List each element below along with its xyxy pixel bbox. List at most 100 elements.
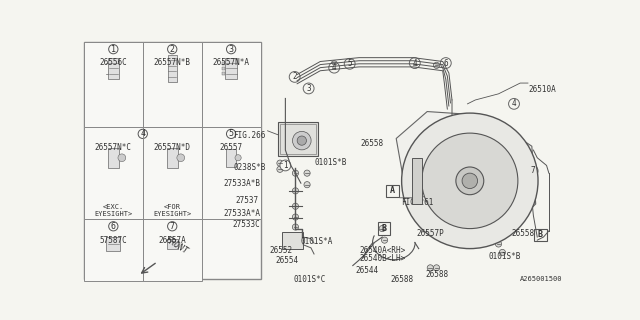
Bar: [282, 232, 303, 249]
Bar: [202, 127, 260, 219]
Circle shape: [292, 188, 298, 194]
Text: A: A: [390, 186, 395, 195]
Text: B: B: [538, 230, 543, 239]
Text: <EXC.
EYESIGHT>: <EXC. EYESIGHT>: [94, 204, 132, 217]
Text: 4: 4: [512, 99, 516, 108]
Text: 4: 4: [332, 63, 337, 72]
Bar: [108, 58, 119, 79]
Text: 0238S*B: 0238S*B: [234, 163, 266, 172]
Text: 26558: 26558: [360, 139, 383, 148]
Text: 27533A*B: 27533A*B: [223, 179, 260, 188]
Circle shape: [428, 265, 433, 271]
Text: 26554: 26554: [275, 256, 298, 265]
Bar: [84, 127, 202, 219]
Circle shape: [433, 62, 440, 68]
Circle shape: [344, 59, 355, 69]
Circle shape: [304, 182, 310, 188]
Text: 3: 3: [307, 84, 311, 93]
Polygon shape: [396, 112, 536, 239]
Bar: [167, 239, 178, 249]
Text: 4: 4: [413, 59, 417, 68]
Bar: [168, 55, 177, 82]
Text: 0101S*A: 0101S*A: [301, 237, 333, 246]
Text: 27537: 27537: [235, 196, 259, 205]
Circle shape: [329, 62, 340, 73]
Text: 2: 2: [292, 72, 297, 81]
Text: 2: 2: [170, 45, 175, 54]
Bar: [222, 72, 225, 75]
Text: 0101S*B: 0101S*B: [314, 158, 346, 167]
Text: 27533C: 27533C: [233, 220, 260, 229]
Bar: [386, 185, 399, 197]
Circle shape: [277, 166, 283, 172]
Circle shape: [235, 155, 241, 161]
Text: 26557: 26557: [220, 143, 243, 152]
Text: 26557A: 26557A: [158, 236, 186, 244]
Bar: [106, 237, 120, 251]
Circle shape: [347, 59, 353, 65]
Text: 7: 7: [170, 222, 175, 231]
Bar: [378, 222, 390, 235]
Bar: [222, 61, 225, 65]
Text: 26552: 26552: [270, 246, 293, 255]
Text: 4: 4: [140, 129, 145, 138]
Text: 1: 1: [283, 161, 288, 170]
Text: 26557P: 26557P: [417, 229, 444, 238]
Bar: [227, 148, 236, 167]
Circle shape: [433, 265, 440, 271]
Text: 0101S*C: 0101S*C: [293, 275, 326, 284]
Circle shape: [297, 136, 307, 145]
Circle shape: [379, 226, 385, 232]
Circle shape: [292, 214, 298, 220]
Bar: [167, 148, 178, 168]
Text: 7: 7: [531, 166, 535, 175]
Circle shape: [527, 165, 538, 176]
Text: 6: 6: [444, 59, 448, 68]
Bar: [108, 148, 119, 168]
Text: 5: 5: [348, 59, 352, 68]
Circle shape: [462, 173, 477, 188]
Text: 57587C: 57587C: [99, 236, 127, 244]
Circle shape: [456, 167, 484, 195]
Text: 26540B<LH>: 26540B<LH>: [359, 254, 405, 263]
Circle shape: [277, 160, 283, 166]
Text: <FOR
EYESIGHT>: <FOR EYESIGHT>: [153, 204, 191, 217]
Bar: [225, 58, 237, 79]
Text: 26557N*B: 26557N*B: [154, 59, 191, 68]
Bar: [222, 67, 225, 70]
Circle shape: [381, 237, 388, 243]
Text: 26540A<RH>: 26540A<RH>: [359, 246, 405, 255]
Circle shape: [289, 71, 300, 82]
Text: B: B: [381, 224, 387, 233]
Bar: [84, 219, 143, 281]
Circle shape: [303, 83, 314, 94]
Text: 6: 6: [111, 222, 116, 231]
Circle shape: [292, 224, 298, 230]
Bar: [143, 42, 202, 127]
Polygon shape: [412, 158, 422, 204]
Text: 26557N*A: 26557N*A: [212, 59, 250, 68]
Text: FIG.261: FIG.261: [402, 198, 434, 207]
Text: 26557N*D: 26557N*D: [154, 143, 191, 152]
Circle shape: [304, 170, 310, 176]
Circle shape: [280, 160, 291, 171]
Text: 26544: 26544: [355, 266, 378, 275]
Text: 3: 3: [228, 45, 234, 54]
Text: 27533A*A: 27533A*A: [223, 209, 260, 218]
Bar: [534, 228, 547, 241]
Circle shape: [118, 154, 125, 162]
Text: 26557N*C: 26557N*C: [95, 143, 132, 152]
Text: 26558: 26558: [511, 229, 535, 238]
Bar: [202, 42, 260, 127]
Circle shape: [412, 62, 418, 68]
Text: FRONT: FRONT: [164, 236, 189, 256]
Text: A265001500: A265001500: [520, 276, 562, 282]
Circle shape: [495, 241, 502, 247]
Circle shape: [422, 133, 518, 228]
Circle shape: [177, 154, 184, 162]
Circle shape: [440, 58, 451, 68]
Text: 26588: 26588: [390, 275, 413, 284]
Bar: [280, 124, 316, 154]
Circle shape: [402, 113, 538, 249]
Text: 5: 5: [228, 129, 234, 138]
